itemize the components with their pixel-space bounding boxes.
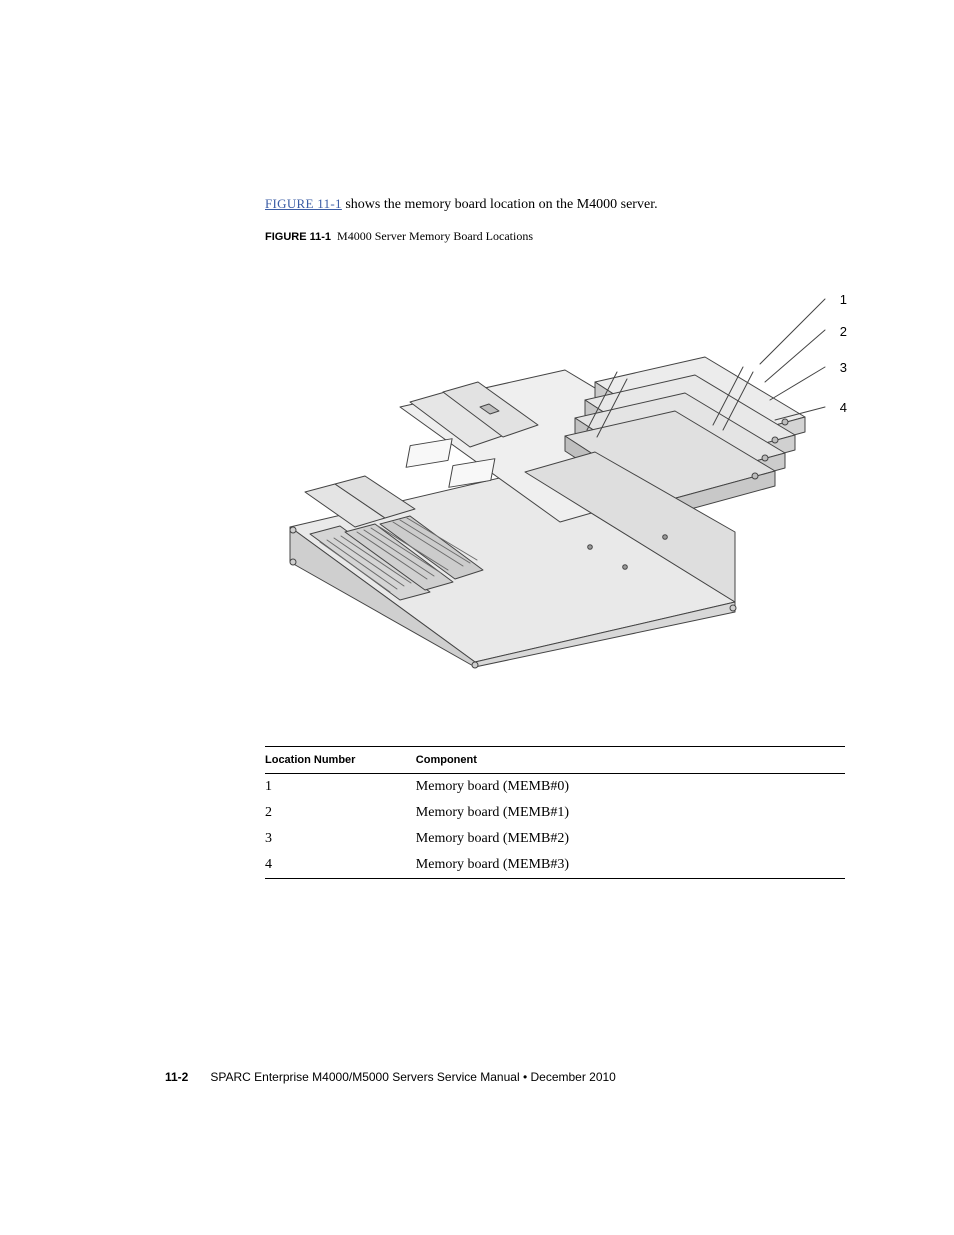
table-cell-location: 4 bbox=[265, 852, 416, 878]
callout-2: 2 bbox=[840, 324, 847, 339]
server-diagram-svg bbox=[265, 272, 845, 672]
figure-caption-label: FIGURE 11-1 bbox=[265, 231, 331, 243]
figure-intro: FIGURE 11-1 shows the memory board locat… bbox=[265, 195, 845, 215]
figure-ref-link[interactable]: FIGURE 11-1 bbox=[265, 196, 342, 211]
table-cell-component: Memory board (MEMB#2) bbox=[416, 826, 845, 852]
callout-1: 1 bbox=[840, 292, 847, 307]
table-cell-component: Memory board (MEMB#0) bbox=[416, 774, 845, 801]
doc-title: SPARC Enterprise M4000/M5000 Servers Ser… bbox=[210, 1070, 616, 1084]
location-table: Location Number Component 1 Memory board… bbox=[265, 746, 845, 879]
table-row: 2 Memory board (MEMB#1) bbox=[265, 800, 845, 826]
table-cell-location: 1 bbox=[265, 774, 416, 801]
table-header-component: Component bbox=[416, 747, 845, 774]
callout-3: 3 bbox=[840, 360, 847, 375]
table-cell-component: Memory board (MEMB#3) bbox=[416, 852, 845, 878]
figure-intro-suffix: shows the memory board location on the M… bbox=[342, 197, 658, 212]
figure-caption-text: M4000 Server Memory Board Locations bbox=[337, 229, 533, 243]
table-cell-component: Memory board (MEMB#1) bbox=[416, 800, 845, 826]
table-header-location: Location Number bbox=[265, 747, 416, 774]
callout-4: 4 bbox=[840, 400, 847, 415]
table-cell-location: 2 bbox=[265, 800, 416, 826]
table-row: 4 Memory board (MEMB#3) bbox=[265, 852, 845, 878]
table-cell-location: 3 bbox=[265, 826, 416, 852]
server-figure: 1 2 3 4 bbox=[265, 272, 845, 702]
table-row: 1 Memory board (MEMB#0) bbox=[265, 774, 845, 801]
page-footer: 11-2 SPARC Enterprise M4000/M5000 Servers… bbox=[165, 1069, 616, 1085]
table-row: 3 Memory board (MEMB#2) bbox=[265, 826, 845, 852]
figure-caption: FIGURE 11-1 M4000 Server Memory Board Loc… bbox=[265, 229, 845, 244]
page-number: 11-2 bbox=[165, 1070, 188, 1084]
